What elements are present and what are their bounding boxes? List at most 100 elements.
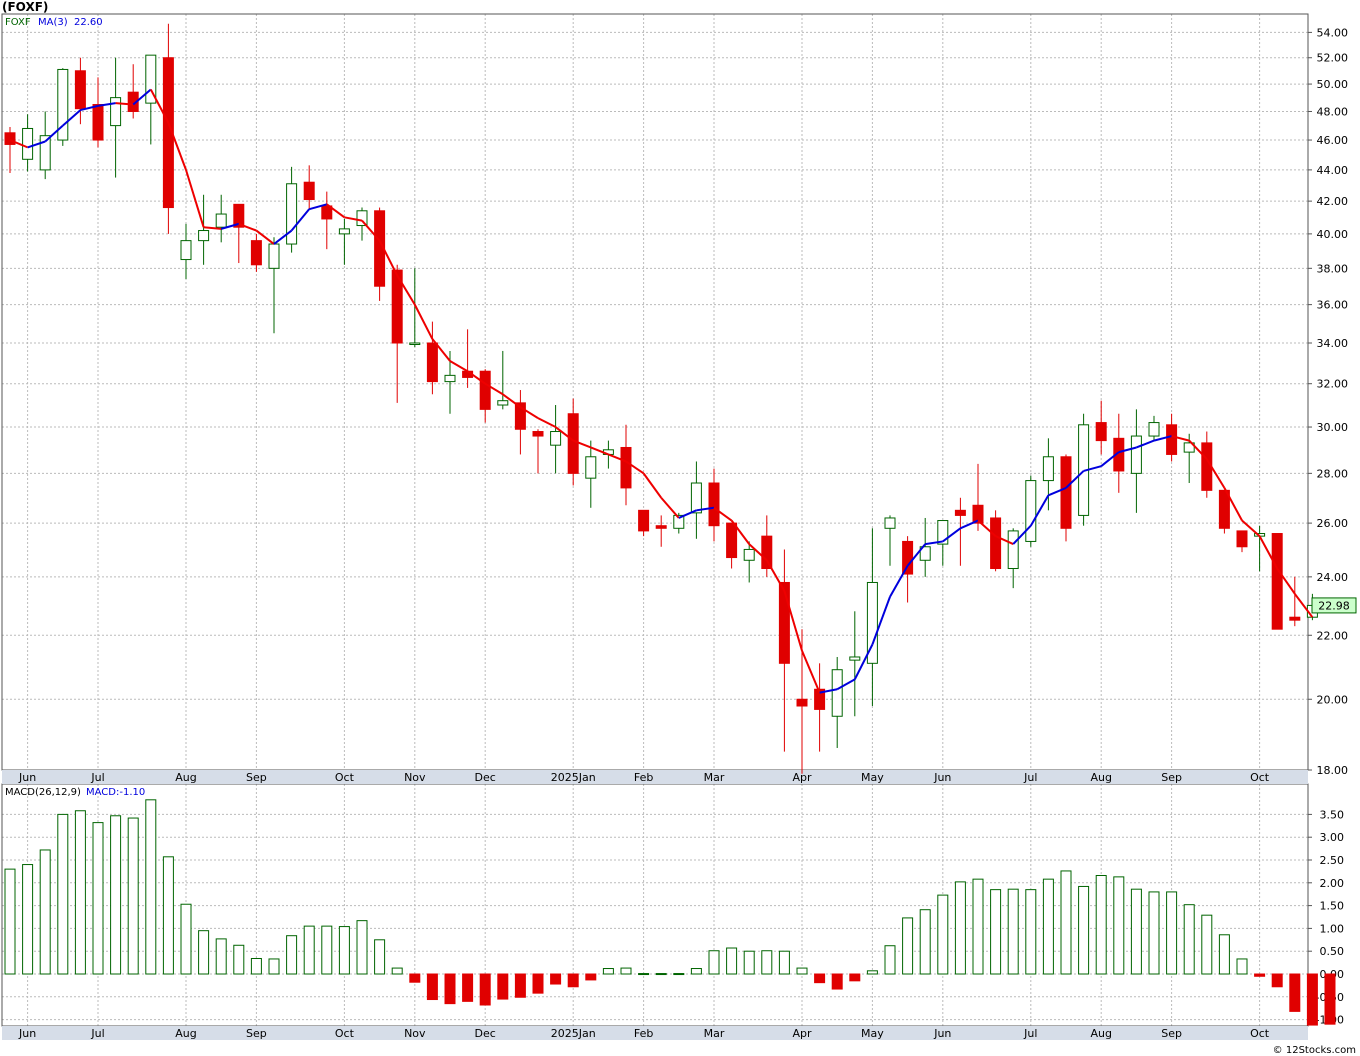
candle-body	[180, 240, 192, 261]
month-label: Jun	[933, 1027, 951, 1040]
ma-segment	[9, 139, 28, 149]
candle	[57, 68, 69, 146]
macd-bar	[1025, 889, 1037, 975]
ma-segment	[678, 509, 697, 519]
macd-bar	[814, 973, 826, 984]
ma-segment	[467, 370, 486, 385]
candle-body	[356, 210, 368, 227]
month-label: Jul	[90, 1027, 104, 1040]
x-axis-band	[2, 1026, 1308, 1040]
macd-bar	[391, 967, 403, 975]
candle	[426, 321, 438, 395]
candle-body	[479, 370, 491, 410]
ma-segment	[308, 203, 328, 211]
ma-segment	[167, 122, 187, 171]
candle	[1166, 413, 1178, 462]
month-label: Jul	[1023, 1027, 1037, 1040]
candle-body	[567, 413, 579, 474]
macd-bar	[145, 799, 157, 975]
candle	[215, 194, 227, 243]
macd-bar	[673, 973, 685, 976]
macd-bar	[1042, 878, 1054, 975]
ma-segment	[1065, 470, 1085, 489]
macd-bar	[1148, 891, 1160, 975]
ma-segment	[696, 506, 715, 512]
macd-bar	[937, 894, 949, 975]
macd-bar	[444, 973, 456, 1005]
macd-bar	[57, 813, 69, 975]
candle-body	[796, 698, 808, 707]
macd-bar	[954, 881, 966, 975]
candle	[233, 203, 245, 264]
candle	[902, 536, 914, 603]
macd-bar	[1113, 876, 1125, 975]
macd-y-axis: -1.00-0.500.000.501.001.502.002.503.003.…	[1308, 808, 1344, 1027]
ma-segment	[431, 338, 451, 362]
candle	[4, 127, 16, 173]
candle	[1007, 528, 1019, 589]
candle-body	[673, 514, 685, 529]
candle	[690, 461, 702, 539]
macd-bar	[409, 973, 421, 983]
price-y-axis: 18.00 20.00 22.00 24.00 26.00 28.00 30.00 32.00…	[1308, 26, 1348, 777]
month-label: May	[861, 771, 884, 784]
macd-bar	[4, 868, 16, 975]
candle	[814, 663, 826, 752]
candle-body	[690, 482, 702, 514]
macd-bar	[74, 810, 86, 975]
candle	[937, 520, 949, 566]
candle	[831, 656, 843, 748]
macd-bar	[567, 973, 579, 988]
ma-segment	[660, 497, 680, 519]
candle-body	[990, 517, 1002, 570]
month-label: Feb	[634, 771, 653, 784]
price-tick-label: 28.00	[1317, 467, 1349, 480]
candle-body	[409, 342, 421, 345]
ma-segment	[1100, 451, 1120, 467]
macd-bar	[92, 822, 104, 975]
price-tick-label: 30.00	[1317, 421, 1349, 434]
x-axis-price: Jun Jul Aug Sep Oct Nov Dec 2025Jan Feb Mar Apr May…	[2, 769, 1308, 784]
candles	[4, 23, 1318, 774]
macd-bar	[374, 939, 386, 975]
macd-bar	[532, 973, 544, 994]
candle-body	[321, 205, 333, 220]
ma-segment	[1048, 486, 1067, 497]
credit-text: © 12Stocks.com	[1272, 1045, 1356, 1056]
macd-bar	[655, 973, 667, 976]
candle	[1236, 530, 1248, 553]
candle-body	[1148, 422, 1160, 437]
candle	[884, 515, 896, 566]
month-label: Apr	[792, 771, 812, 784]
macd-bar	[1060, 870, 1072, 975]
candle-body	[585, 456, 597, 479]
candle	[514, 390, 526, 455]
candle-body	[1025, 480, 1037, 542]
macd-bar	[778, 950, 790, 975]
month-label: Dec	[475, 771, 496, 784]
ma-segment	[713, 506, 733, 522]
candle-body	[1095, 422, 1107, 442]
ma-label: MA(3)	[38, 17, 68, 28]
month-label: May	[861, 1027, 884, 1040]
month-label: Nov	[404, 1027, 426, 1040]
candle	[1148, 415, 1160, 441]
candle-body	[4, 132, 16, 145]
macd-bar	[849, 973, 861, 982]
macd-bar	[585, 973, 597, 981]
candle-body	[92, 104, 104, 141]
candle-body	[444, 374, 456, 383]
ma-segment	[554, 426, 574, 442]
price-tick-label: 32.00	[1317, 378, 1349, 391]
macd-bar	[1271, 973, 1283, 988]
x-axis-band	[2, 770, 1308, 784]
ma-segment	[748, 543, 768, 562]
candle-body	[1289, 616, 1301, 621]
candle-body	[110, 97, 122, 127]
candle-body	[655, 525, 667, 529]
candle-body	[954, 509, 966, 516]
ma-segment	[344, 216, 363, 222]
macd-bar	[620, 967, 632, 975]
macd-bar	[884, 945, 896, 975]
candle-body	[250, 240, 262, 266]
